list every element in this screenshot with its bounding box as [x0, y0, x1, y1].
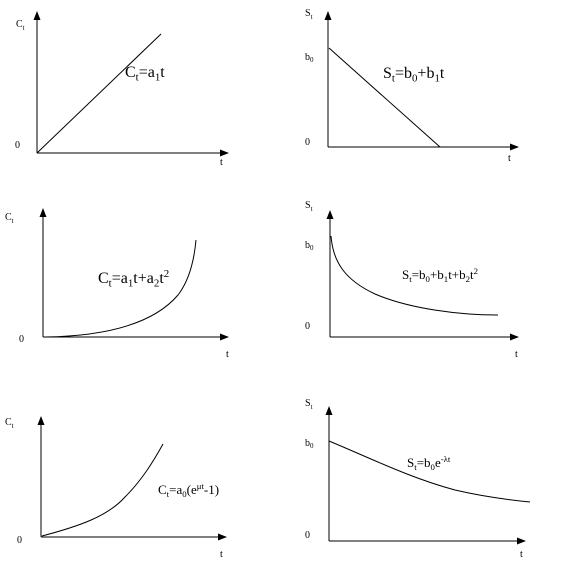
origin-label: 0 [19, 334, 24, 345]
x-axis-label: t [226, 349, 229, 360]
x-axis-arrow [220, 149, 229, 157]
formula-part: t [414, 462, 417, 472]
formula-part: =b [417, 455, 431, 470]
panel-linear-stock: St b0 t 0 St=b0+b1t [305, 8, 519, 164]
b0-tick-label: b0 [305, 438, 314, 450]
formula-part: =b [395, 65, 412, 82]
formula-part: t [409, 274, 412, 284]
formula-part: t [440, 65, 445, 82]
formula-part: t [109, 278, 112, 290]
formula-label: Ct=a0(eμt-1) [158, 481, 219, 499]
y-axis-label: St [305, 200, 313, 213]
stock-line [328, 47, 441, 148]
formula-label: Ct=a1t+a2t2 [98, 268, 169, 290]
formula-part: 1 [444, 274, 448, 284]
panel-exponential-stock: St b0 t 0 St=b0e-λt [305, 398, 531, 560]
formula-part: 1 [155, 72, 160, 84]
formula-part: e [435, 455, 441, 470]
y-axis-arrow [37, 416, 45, 425]
formula-part: t [160, 64, 165, 81]
formula-part: S [407, 455, 414, 470]
panel-exponential-cost: Ct t 0 Ct=a0(eμt-1) [5, 416, 227, 560]
formula-part: +b [417, 65, 434, 82]
y-axis-arrow [33, 11, 41, 20]
formula-part: 0 [182, 489, 187, 499]
formula-part: 1 [128, 278, 133, 290]
x-axis-arrow [517, 537, 526, 545]
cost-curve [41, 443, 164, 537]
origin-label: 0 [305, 137, 310, 148]
formula-label: St=b0+b1t [383, 65, 445, 85]
formula-label: Ct=a1t [125, 64, 165, 84]
x-axis-arrow [218, 533, 227, 541]
origin-label: 0 [15, 140, 20, 151]
formula-part: S [402, 267, 409, 282]
formula-part: 0 [431, 462, 436, 472]
panel-quadratic-stock: St b0 t 0 St=b0+b1t+b2t2 [305, 200, 519, 360]
origin-label: 0 [305, 530, 310, 541]
b0-tick-label: b0 [305, 240, 314, 252]
x-axis-label: t [520, 549, 523, 560]
y-axis-arrow [326, 210, 334, 219]
formula-part: 2 [154, 278, 159, 290]
x-axis-arrow [220, 333, 229, 341]
formula-part: =a [112, 270, 128, 287]
formula-label: St=b0e-λt [407, 454, 451, 472]
formula-part: t [159, 270, 164, 287]
formula-part: 2 [474, 266, 478, 276]
formula-part: =a [169, 482, 182, 497]
formula-part: S [383, 65, 392, 82]
formula-part: -λt [441, 454, 451, 464]
x-axis-label: t [508, 153, 511, 164]
formula-part: t [167, 489, 170, 499]
formula-part: μt [197, 481, 205, 491]
formula-label: St=b0+b1t+b2t2 [402, 266, 478, 284]
formula-part: 0 [426, 274, 431, 284]
x-axis-arrow [510, 333, 519, 341]
y-axis-arrow [324, 11, 332, 20]
formula-part: =a [139, 64, 155, 81]
panel-linear-cost: Ct t 0 Ct=a1t [15, 11, 229, 168]
y-axis-label: Ct [16, 19, 25, 32]
formula-part: C [98, 270, 109, 287]
cost-line [36, 33, 162, 154]
stock-curve [328, 440, 531, 503]
b0-tick-label: b0 [305, 52, 314, 64]
formula-part: t [392, 73, 395, 85]
formula-part: t [136, 72, 139, 84]
x-axis-label: t [515, 349, 518, 360]
origin-label: 0 [17, 535, 22, 546]
origin-label: 0 [305, 321, 310, 332]
x-axis-arrow [510, 143, 519, 151]
formula-part: C [125, 64, 136, 81]
formula-part: +b [430, 267, 444, 282]
formula-part: 1 [434, 73, 439, 85]
x-axis-label: t [220, 549, 223, 560]
stock-curve [330, 235, 499, 316]
panel-quadratic-cost: Ct t 0 Ct=a1t+a2t2 [5, 208, 229, 360]
y-axis-label: St [305, 398, 313, 411]
formula-part: C [158, 482, 167, 497]
formula-part: (e [187, 482, 197, 497]
y-axis-label: Ct [5, 212, 14, 225]
formula-part: t+b [448, 267, 465, 282]
formula-part: -1) [204, 482, 219, 497]
formula-part: 2 [164, 268, 169, 280]
formula-part: t+a [133, 270, 154, 287]
cost-curve [44, 239, 197, 338]
y-axis-arrow [39, 208, 47, 217]
formula-part: t [470, 267, 474, 282]
y-axis-label: St [305, 8, 313, 21]
formula-part: 2 [466, 274, 470, 284]
formula-part: 0 [412, 73, 418, 85]
y-axis-arrow [325, 406, 333, 415]
formula-part: =b [412, 267, 426, 282]
y-axis-label: Ct [5, 417, 14, 430]
x-axis-label: t [220, 157, 223, 168]
